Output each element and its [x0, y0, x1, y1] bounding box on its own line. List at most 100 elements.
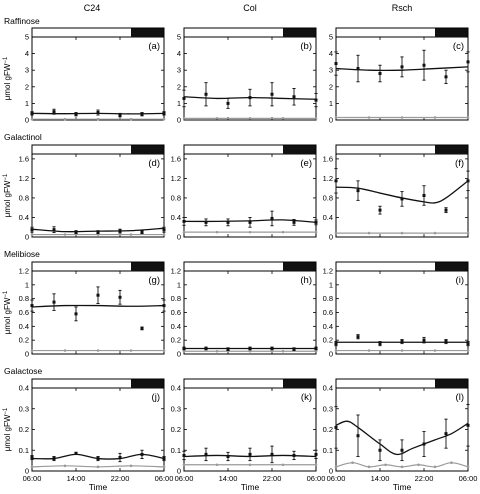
grey-point [466, 116, 470, 119]
x-axis-title: Time [89, 482, 108, 492]
y-tick-label: 0.2 [19, 425, 29, 434]
data-point [182, 96, 186, 100]
data-point [314, 98, 318, 102]
grey-point [351, 461, 354, 465]
grey-point [248, 117, 252, 120]
grey-point [63, 117, 67, 121]
data-point [356, 434, 360, 438]
data-point [118, 229, 122, 233]
row-title-melibiose: Melibiose [4, 249, 40, 259]
grey-point [450, 461, 453, 465]
y-tick-label: 0.2 [171, 336, 181, 345]
dark-period-bar [131, 145, 164, 154]
y-tick-label: 0.2 [19, 336, 29, 345]
data-point [356, 335, 360, 339]
dark-period-bar [283, 379, 316, 388]
data-point [74, 451, 78, 455]
x-tick-label: 22:00 [263, 474, 282, 483]
data-point [422, 442, 426, 446]
data-point [292, 95, 296, 99]
data-point [118, 295, 122, 299]
panel-a: 0 1 2 3 4 5 (a) μmol gFW−1 [3, 27, 166, 125]
y-tick-label: 1.2 [171, 267, 181, 276]
row-title-galactose: Galactose [4, 366, 43, 376]
panel-label: (i) [456, 275, 464, 286]
panel-frame [183, 261, 317, 355]
data-point [248, 452, 252, 456]
y-tick-label: 0 [329, 350, 333, 359]
data-point [96, 230, 100, 234]
y-tick-label: 0.4 [19, 384, 29, 393]
y-tick-label: 0.4 [323, 213, 333, 222]
x-tick-label: 06:00 [155, 474, 174, 483]
data-point [334, 425, 338, 429]
data-point [30, 228, 34, 232]
y-tick-label: 0.3 [171, 404, 181, 413]
data-point [292, 453, 296, 457]
y-tick-label: 0.4 [323, 384, 333, 393]
data-point [422, 63, 426, 67]
data-point [444, 432, 448, 436]
dark-period-bar [131, 379, 164, 388]
grey-point [314, 230, 318, 234]
y-tick-label: 0.8 [323, 294, 333, 303]
data-point [162, 457, 166, 461]
y-tick-label: 1.2 [171, 174, 181, 183]
y-tick-label: 0.8 [19, 193, 29, 202]
y-tick-label: 0.6 [171, 308, 181, 317]
fit-line [335, 180, 469, 204]
panel-label: (k) [301, 392, 312, 403]
data-point [140, 230, 144, 234]
grey-point [182, 463, 186, 467]
data-point [270, 346, 274, 350]
data-point [182, 219, 186, 223]
dark-period-bar [435, 145, 468, 154]
y-tick-label: 5 [329, 33, 333, 42]
panel-frame [31, 144, 165, 238]
panel-label: (f) [455, 158, 464, 169]
data-point [226, 101, 230, 105]
panel-label: (g) [148, 275, 160, 286]
column-headers: C24 Col Rsch [84, 3, 413, 13]
y-tick-label: 0.3 [19, 404, 29, 413]
dark-period-bar [131, 262, 164, 271]
y-tick-label: 1.2 [323, 174, 333, 183]
grey-point [96, 349, 100, 352]
grey-point [182, 117, 186, 120]
column-header-col: Col [243, 3, 257, 13]
x-tick-label: 06:00 [307, 474, 326, 483]
data-point [52, 228, 56, 232]
data-point [162, 111, 166, 115]
dark-period-bar [131, 28, 164, 37]
grey-point [96, 465, 100, 469]
panel-frame [335, 261, 469, 355]
y-tick-label: 0 [177, 467, 181, 476]
grey-point [400, 231, 404, 235]
y-tick-label: 0 [25, 350, 29, 359]
x-tick-label: 22:00 [111, 474, 130, 483]
data-point [466, 60, 470, 64]
dark-period-bar [435, 379, 468, 388]
grey-point [433, 116, 437, 119]
panel-label: (c) [453, 41, 464, 52]
data-point [400, 197, 404, 201]
x-tick-label: 06:00 [23, 474, 42, 483]
data-point [118, 113, 122, 117]
grey-point [433, 349, 437, 352]
grey-point [129, 349, 133, 352]
y-tick-label: 0.4 [19, 322, 29, 331]
y-tick-label: 0.2 [171, 425, 181, 434]
y-axis-title: μmol gFW−1 [3, 290, 12, 334]
panel-b: 0 1 2 3 4 5 (b) [177, 27, 318, 125]
data-point [226, 347, 230, 351]
y-tick-label: 0.8 [323, 193, 333, 202]
panel-c: 0 1 2 3 4 5 (c) [329, 27, 470, 125]
data-point [52, 457, 56, 461]
y-tick-label: 0 [177, 233, 181, 242]
panel-d: 0 0.4 0.8 1.2 1.6 (d) μmol gFW−1 [3, 144, 166, 242]
data-point [52, 300, 56, 304]
data-point [270, 452, 274, 456]
data-point [30, 304, 34, 308]
y-tick-label: 0.4 [171, 322, 181, 331]
